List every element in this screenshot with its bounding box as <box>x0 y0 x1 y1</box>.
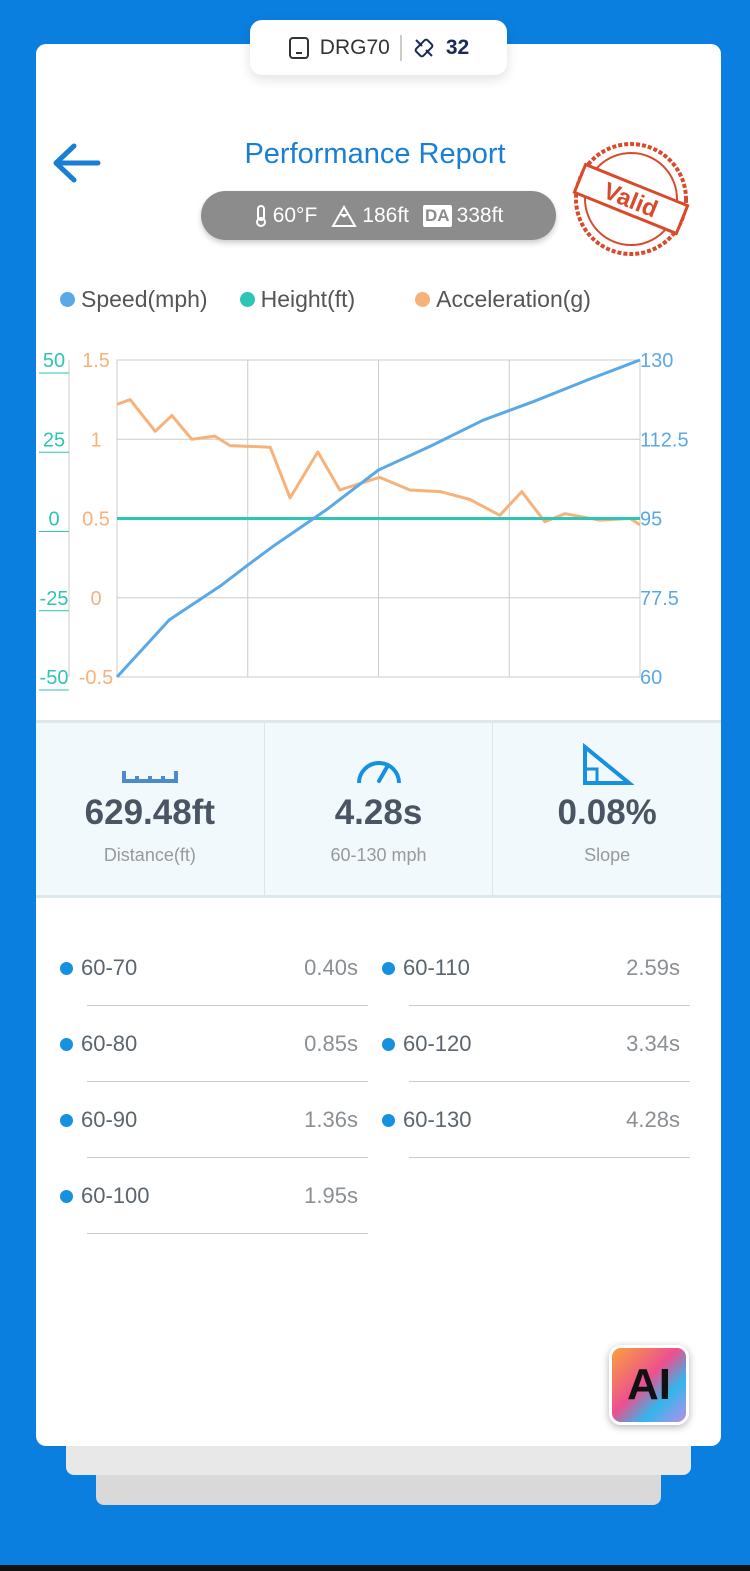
bullet-icon <box>60 1189 73 1203</box>
speedometer-icon <box>356 761 401 784</box>
split-row: 60-80 0.85s <box>60 1006 368 1082</box>
stat-distance: 629.48ft Distance(ft) <box>36 723 265 895</box>
split-row: 60-110 2.59s <box>382 930 690 1006</box>
split-range: 60-130 <box>403 1107 472 1132</box>
stat-label: 60-130 mph <box>330 845 427 865</box>
accel-tick: -0.5 <box>79 667 113 689</box>
bullet-icon <box>60 1037 73 1051</box>
split-row: 60-120 3.34s <box>382 1006 690 1082</box>
stat-slope: 0.08% Slope <box>493 723 721 895</box>
height-tick: 0 <box>48 509 59 531</box>
height-tick: 50 <box>43 350 65 372</box>
chart-legend: Speed(mph) Height(ft) Acceleration(g) <box>60 286 623 313</box>
split-time: 4.28s <box>626 1107 680 1132</box>
density-altitude: 338ft <box>456 203 504 227</box>
stat-time: 4.28s 60-130 mph <box>265 723 494 895</box>
bullet-icon <box>382 1113 395 1127</box>
stat-value: 0.08% <box>557 793 657 832</box>
stat-value: 4.28s <box>334 793 423 832</box>
split-row: 60-90 1.36s <box>60 1082 368 1158</box>
split-time: 1.36s <box>304 1107 358 1132</box>
legend-label: Height(ft) <box>260 286 356 312</box>
back-arrow-icon[interactable] <box>50 140 102 186</box>
height-tick: -25 <box>40 588 69 610</box>
speed-tick: 112.5 <box>640 429 689 451</box>
speed-series-line <box>115 358 641 679</box>
device-name: DRG70 <box>319 35 390 59</box>
valid-stamp: Valid <box>572 142 690 256</box>
split-time: 2.59s <box>626 955 680 980</box>
ruler-icon <box>121 771 178 783</box>
legend-speed[interactable]: Speed(mph) <box>60 286 208 313</box>
speed-tick: 95 <box>640 509 662 531</box>
stat-label: Distance(ft) <box>103 845 196 865</box>
system-nav-bar <box>0 1565 750 1571</box>
split-time: 0.40s <box>304 955 358 980</box>
accel-tick: 0 <box>90 588 101 610</box>
split-range: 60-120 <box>403 1031 472 1056</box>
satellite-icon <box>414 38 434 57</box>
split-time: 0.85s <box>304 1031 358 1056</box>
split-time: 3.34s <box>626 1031 680 1056</box>
speed-tick: 60 <box>640 667 662 689</box>
stats-panel: 629.48ft Distance(ft) 4.28s 60-130 mph 0… <box>36 720 721 898</box>
conditions-bar: 60°F 186ft DA 338ft <box>201 191 556 240</box>
split-time: 1.95s <box>304 1183 358 1208</box>
legend-label: Speed(mph) <box>81 286 208 312</box>
accel-tick: 1 <box>90 429 101 451</box>
speed-tick: 130 <box>640 350 673 372</box>
height-tick: 25 <box>43 429 65 451</box>
split-row: 60-100 1.95s <box>60 1158 368 1234</box>
accel-tick: 0.5 <box>82 509 110 531</box>
split-range: 60-90 <box>81 1107 138 1132</box>
bullet-icon <box>382 961 395 975</box>
device-icon <box>288 36 309 59</box>
bullet-icon <box>60 961 73 975</box>
device-pill: DRG70 32 <box>250 20 507 75</box>
speed-dot-icon <box>60 292 75 307</box>
split-range: 60-70 <box>81 955 138 980</box>
slope-icon <box>583 743 635 785</box>
split-row: 60-130 4.28s <box>382 1082 690 1158</box>
split-range: 60-80 <box>81 1031 138 1056</box>
ai-assistant-button[interactable]: AI <box>609 1345 689 1425</box>
temperature: 60°F <box>272 203 318 227</box>
height-tick: -50 <box>40 667 69 689</box>
split-range: 60-100 <box>81 1183 150 1208</box>
speed-tick: 77.5 <box>640 588 679 610</box>
accel-dot-icon <box>415 292 431 307</box>
accel-tick: 1.5 <box>82 350 110 372</box>
split-row: 60-70 0.40s <box>60 930 368 1006</box>
stat-value: 629.48ft <box>84 793 216 832</box>
satellite-count: 32 <box>445 35 470 59</box>
thermometer-icon <box>255 204 266 227</box>
legend-height[interactable]: Height(ft) <box>239 286 356 313</box>
height-dot-icon <box>239 292 255 307</box>
stat-label: Slope <box>584 845 631 865</box>
bullet-icon <box>60 1113 73 1127</box>
split-range: 60-110 <box>403 955 470 980</box>
density-altitude-icon: DA <box>423 204 452 227</box>
bullet-icon <box>382 1037 395 1051</box>
legend-label: Acceleration(g) <box>436 286 591 312</box>
legend-acceleration[interactable]: Acceleration(g) <box>415 286 591 313</box>
mountain-icon <box>331 204 358 227</box>
performance-chart: 50 25 0 -25 -50 1.5 1 0.5 0 -0.5 130 112.5 95 77.5 60 <box>39 350 689 691</box>
divider <box>399 34 402 61</box>
page-title: Performance Report <box>244 138 506 170</box>
altitude: 186ft <box>362 203 410 227</box>
